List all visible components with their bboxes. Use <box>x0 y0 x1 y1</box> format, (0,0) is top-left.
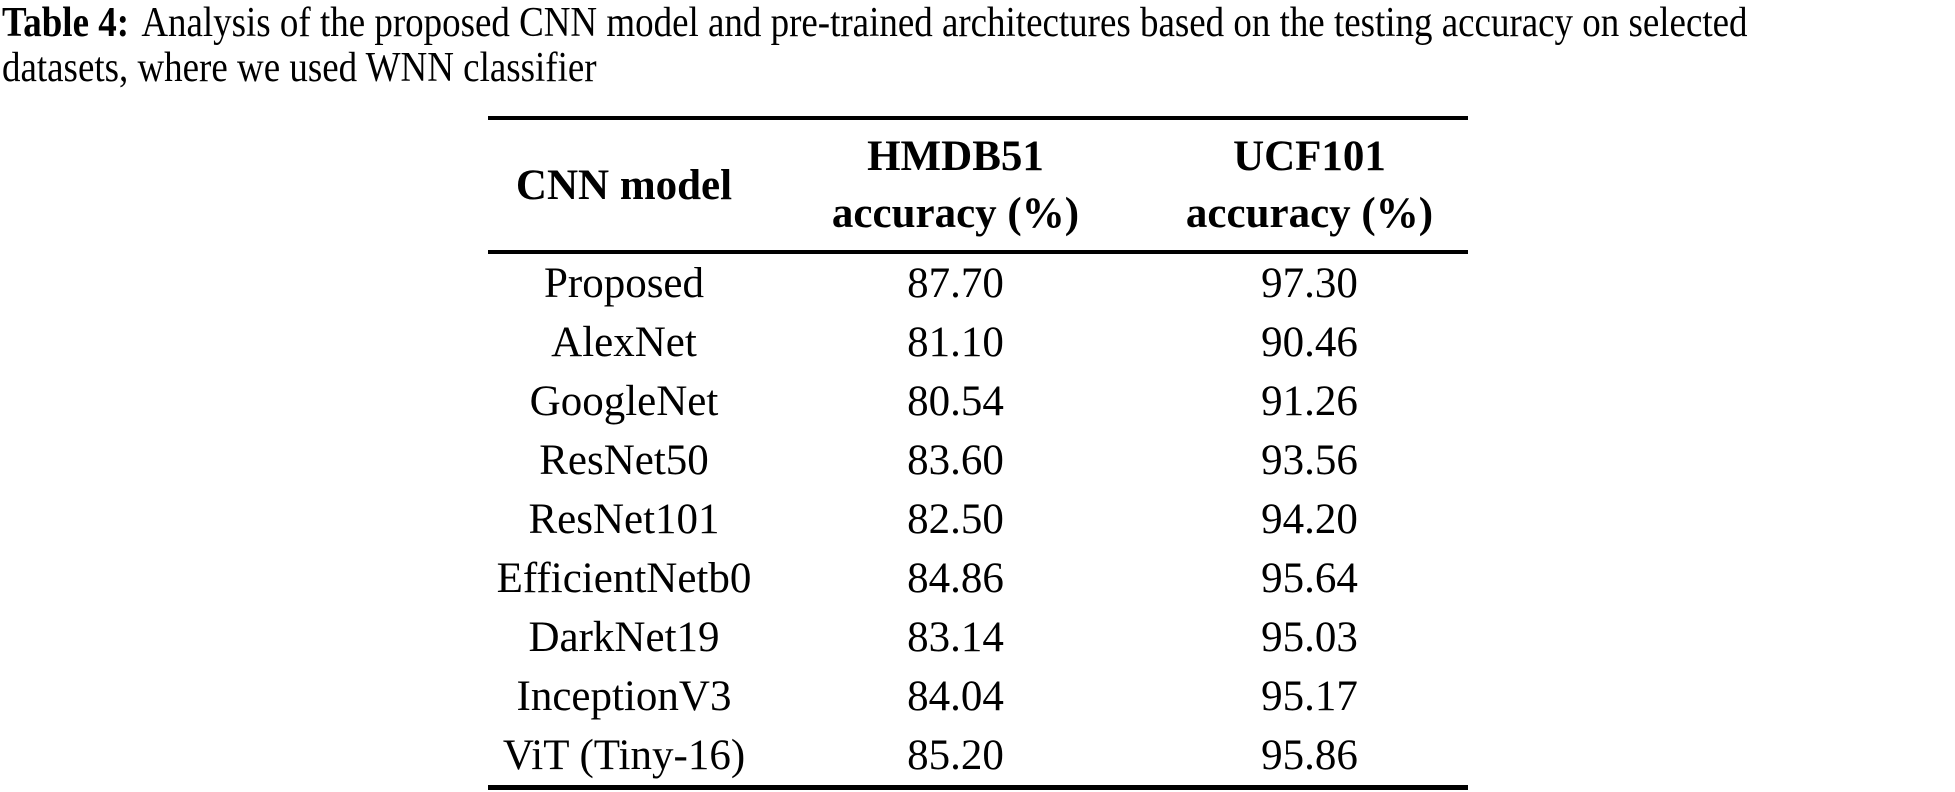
header-label: accuracy (%) <box>1185 190 1434 237</box>
table-row: ResNet50 83.60 93.56 <box>488 431 1468 490</box>
cell-hmdb51: 84.04 <box>907 673 1004 720</box>
table-row: InceptionV3 84.04 95.17 <box>488 667 1468 726</box>
cell-hmdb51: 87.70 <box>907 260 1004 307</box>
cell-hmdb51: 81.10 <box>907 319 1004 366</box>
cell-ucf101: 93.56 <box>1261 437 1358 484</box>
results-table: CNN model HMDB51 accuracy (%) UCF101 acc… <box>488 116 1468 790</box>
table-row: ResNet101 82.50 94.20 <box>488 490 1468 549</box>
cell-hmdb51: 83.60 <box>907 437 1004 484</box>
cell-ucf101: 90.46 <box>1261 319 1358 366</box>
cell-ucf101: 97.30 <box>1261 260 1358 307</box>
cell-ucf101: 94.20 <box>1261 496 1358 543</box>
table-row: ViT (Tiny-16) 85.20 95.86 <box>488 726 1468 788</box>
cell-ucf101: 91.26 <box>1261 378 1358 425</box>
cell-hmdb51: 85.20 <box>907 732 1004 779</box>
cell-model: AlexNet <box>551 319 697 366</box>
table-caption: Table 4: Analysis of the proposed CNN mod… <box>2 1 1955 91</box>
cell-model: ViT (Tiny-16) <box>502 732 746 779</box>
table-row: Proposed 87.70 97.30 <box>488 252 1468 313</box>
cell-model: ResNet50 <box>539 437 709 484</box>
cell-ucf101: 95.86 <box>1261 732 1358 779</box>
caption-text-line-1: Analysis of the proposed CNN model and p… <box>141 0 1748 46</box>
header-cell-cnn-model: CNN model <box>488 118 760 252</box>
table-row: EfficientNetb0 84.86 95.64 <box>488 549 1468 608</box>
cell-ucf101: 95.03 <box>1261 614 1358 661</box>
caption-line-2: datasets, where we used WNN classifier <box>2 45 597 91</box>
table-row: AlexNet 81.10 90.46 <box>488 313 1468 372</box>
cell-model: ResNet101 <box>528 496 720 543</box>
header-label: accuracy (%) <box>831 190 1080 237</box>
cell-hmdb51: 82.50 <box>907 496 1004 543</box>
header-row: CNN model HMDB51 accuracy (%) UCF101 acc… <box>488 118 1468 252</box>
caption-label: Table 4: <box>2 0 130 46</box>
cell-ucf101: 95.64 <box>1261 555 1358 602</box>
cell-hmdb51: 83.14 <box>907 614 1004 661</box>
header-label: UCF101 <box>1233 133 1386 180</box>
cell-model: DarkNet19 <box>528 614 720 661</box>
table-row: DarkNet19 83.14 95.03 <box>488 608 1468 667</box>
header-label: CNN model <box>515 161 733 209</box>
cell-ucf101: 95.17 <box>1261 673 1358 720</box>
cell-hmdb51: 84.86 <box>907 555 1004 602</box>
cell-model: InceptionV3 <box>516 673 732 720</box>
cell-hmdb51: 80.54 <box>907 378 1004 425</box>
header-cell-hmdb51-accuracy: HMDB51 accuracy (%) <box>760 118 1151 252</box>
caption-line-1: Table 4: Analysis of the proposed CNN mod… <box>2 1 1955 46</box>
header-label: HMDB51 <box>867 133 1044 180</box>
table-row: GoogleNet 80.54 91.26 <box>488 372 1468 431</box>
cell-model: GoogleNet <box>529 378 719 425</box>
header-cell-ucf101-accuracy: UCF101 accuracy (%) <box>1151 118 1468 252</box>
cell-model: Proposed <box>543 260 705 307</box>
cell-model: EfficientNetb0 <box>496 555 752 602</box>
